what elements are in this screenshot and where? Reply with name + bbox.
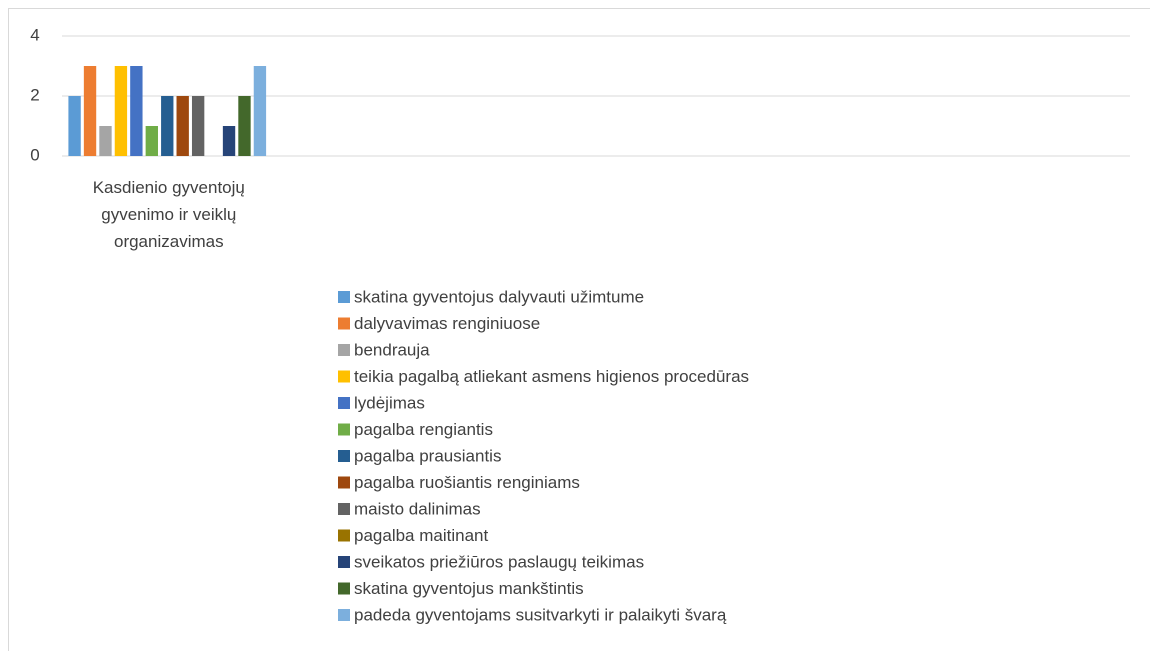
bar <box>238 96 251 156</box>
bar <box>99 126 112 156</box>
y-tick-label: 2 <box>30 85 39 104</box>
legend-label: sveikatos priežiūros paslaugų teikimas <box>354 552 644 571</box>
legend-swatch <box>338 344 350 356</box>
bar <box>83 66 97 156</box>
bar <box>161 96 174 156</box>
bar <box>253 66 267 156</box>
legend-label: pagalba prausiantis <box>354 446 501 465</box>
bar <box>145 126 158 156</box>
legend-label: bendrauja <box>354 340 430 359</box>
legend-swatch <box>338 317 350 330</box>
bar <box>176 96 189 156</box>
chart-border <box>8 8 1150 651</box>
bar <box>222 126 236 156</box>
legend-swatch <box>338 503 350 515</box>
legend-swatch <box>338 423 350 436</box>
legend-label: pagalba ruošiantis renginiams <box>354 473 580 492</box>
bar <box>114 66 128 156</box>
legend-label: pagalba maitinant <box>354 526 488 545</box>
legend-label: skatina gyventojus mankštintis <box>354 579 584 598</box>
legend-swatch <box>338 291 350 303</box>
legend-swatch <box>338 582 350 595</box>
legend-swatch <box>338 556 350 568</box>
y-tick-label: 0 <box>30 145 39 164</box>
bar <box>191 96 205 156</box>
y-tick-label: 4 <box>30 25 39 44</box>
legend-label: padeda gyventojams susitvarkyti ir palai… <box>354 605 727 624</box>
legend-swatch <box>338 476 350 489</box>
bar <box>68 96 81 156</box>
legend-label: teikia pagalbą atliekant asmens higienos… <box>354 367 749 386</box>
x-tick-label: Kasdienio gyventojų gyvenimo ir veiklų o… <box>92 178 245 251</box>
bar <box>130 66 143 156</box>
legend-label: skatina gyventojus dalyvauti užimtume <box>354 287 644 306</box>
legend-label: maisto dalinimas <box>354 499 481 518</box>
x-tick-label-box: Kasdienio gyventojų gyvenimo ir veiklų o… <box>92 178 245 251</box>
legend-swatch <box>338 529 350 542</box>
legend-label: pagalba rengiantis <box>354 420 493 439</box>
legend-swatch <box>338 370 350 383</box>
legend-label: lydėjimas <box>354 393 425 412</box>
legend-label: dalyvavimas renginiuose <box>354 314 540 333</box>
legend-swatch <box>338 609 350 621</box>
legend-swatch <box>338 397 350 409</box>
legend-swatch <box>338 450 350 462</box>
